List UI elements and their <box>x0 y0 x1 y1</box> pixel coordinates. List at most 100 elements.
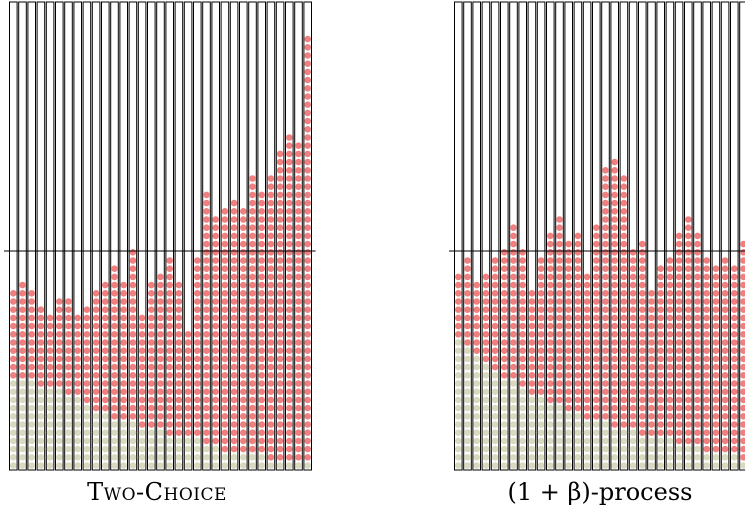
upper-ball <box>675 388 683 396</box>
upper-ball <box>629 388 637 396</box>
upper-ball <box>685 306 692 314</box>
upper-ball <box>138 347 146 355</box>
upper-ball <box>556 314 563 322</box>
lower-ball <box>611 445 618 453</box>
upper-ball <box>286 322 293 330</box>
upper-ball <box>648 421 655 428</box>
upper-ball <box>295 437 302 445</box>
lower-ball <box>92 445 100 453</box>
lower-ball <box>19 421 26 428</box>
upper-ball <box>111 281 118 289</box>
upper-ball <box>166 298 173 305</box>
upper-ball <box>731 445 738 453</box>
upper-ball <box>212 240 219 248</box>
upper-ball <box>740 240 745 248</box>
upper-ball <box>556 298 563 305</box>
lower-ball <box>537 437 545 445</box>
lower-ball <box>482 380 490 387</box>
lower-ball <box>666 437 674 445</box>
upper-ball <box>464 257 471 264</box>
upper-ball <box>583 322 591 330</box>
upper-ball <box>455 281 462 289</box>
upper-ball <box>611 158 618 166</box>
upper-ball <box>267 454 275 461</box>
upper-ball <box>740 281 745 289</box>
upper-ball <box>740 306 745 313</box>
upper-ball <box>286 388 293 396</box>
upper-ball <box>295 175 302 182</box>
upper-ball <box>537 257 545 264</box>
upper-ball <box>249 355 256 363</box>
lower-ball <box>28 413 35 420</box>
lower-ball <box>731 462 738 469</box>
upper-ball <box>295 396 302 404</box>
upper-ball <box>286 134 293 141</box>
upper-ball <box>194 298 201 305</box>
upper-ball <box>574 404 582 412</box>
upper-ball <box>295 413 302 420</box>
lower-ball <box>10 429 17 437</box>
upper-ball <box>304 281 312 289</box>
upper-ball <box>295 372 302 379</box>
upper-ball <box>221 404 229 412</box>
upper-ball <box>556 249 563 256</box>
lower-ball <box>565 454 572 461</box>
upper-ball <box>593 232 600 240</box>
upper-ball <box>565 322 572 330</box>
lower-ball <box>28 421 35 428</box>
upper-ball <box>304 322 312 330</box>
upper-ball <box>574 388 582 396</box>
upper-ball <box>120 396 127 404</box>
bin <box>137 1 147 471</box>
upper-ball <box>129 355 137 363</box>
upper-ball <box>304 35 312 43</box>
lower-ball <box>258 454 266 461</box>
upper-ball <box>648 347 655 355</box>
upper-ball <box>92 339 100 346</box>
lower-ball <box>10 462 17 469</box>
upper-ball <box>240 314 247 322</box>
upper-ball <box>249 331 256 338</box>
upper-ball <box>565 273 572 281</box>
upper-ball <box>240 437 247 445</box>
upper-ball <box>528 355 536 363</box>
bin <box>647 1 656 471</box>
upper-ball <box>491 331 499 338</box>
lower-ball <box>565 413 572 420</box>
upper-ball <box>111 290 118 297</box>
upper-ball <box>731 290 738 297</box>
upper-ball <box>19 363 26 371</box>
upper-ball <box>620 306 628 314</box>
upper-ball <box>583 347 591 355</box>
lower-ball <box>510 421 517 428</box>
upper-ball <box>537 331 545 338</box>
lower-ball <box>129 462 137 469</box>
upper-ball <box>620 224 628 231</box>
upper-ball <box>565 339 572 346</box>
lower-ball <box>519 437 526 445</box>
upper-ball <box>65 314 72 322</box>
upper-ball <box>712 265 720 273</box>
upper-ball <box>286 249 293 256</box>
upper-ball <box>194 339 201 346</box>
lower-ball <box>37 404 45 412</box>
upper-ball <box>620 339 628 346</box>
upper-ball <box>230 347 238 355</box>
lower-ball <box>482 454 490 461</box>
bin <box>147 1 156 471</box>
upper-ball <box>565 281 572 289</box>
upper-ball <box>593 355 600 363</box>
upper-ball <box>473 347 481 355</box>
lower-ball <box>629 437 637 445</box>
upper-ball <box>639 404 646 412</box>
upper-ball <box>565 265 572 273</box>
upper-ball <box>510 224 517 231</box>
upper-ball <box>593 396 600 404</box>
lower-ball <box>455 339 462 346</box>
lower-ball <box>583 445 591 453</box>
upper-ball <box>240 273 247 281</box>
upper-ball <box>685 240 692 248</box>
upper-ball <box>249 290 256 297</box>
upper-ball <box>276 216 284 223</box>
upper-ball <box>267 404 275 412</box>
